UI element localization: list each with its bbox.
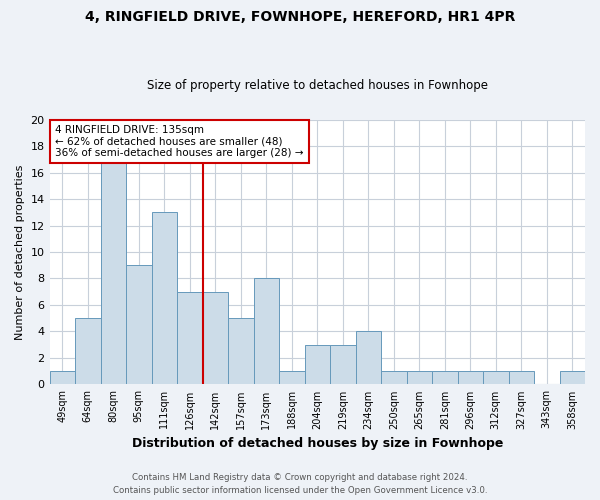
Bar: [432, 371, 458, 384]
Bar: [50, 371, 75, 384]
Bar: [152, 212, 177, 384]
Bar: [101, 160, 126, 384]
Bar: [509, 371, 534, 384]
Bar: [305, 344, 330, 385]
Bar: [203, 292, 228, 384]
Bar: [560, 371, 585, 384]
Bar: [254, 278, 279, 384]
Bar: [228, 318, 254, 384]
Bar: [483, 371, 509, 384]
Text: Contains HM Land Registry data © Crown copyright and database right 2024.
Contai: Contains HM Land Registry data © Crown c…: [113, 474, 487, 495]
Text: 4, RINGFIELD DRIVE, FOWNHOPE, HEREFORD, HR1 4PR: 4, RINGFIELD DRIVE, FOWNHOPE, HEREFORD, …: [85, 10, 515, 24]
Bar: [407, 371, 432, 384]
Bar: [126, 265, 152, 384]
Bar: [279, 371, 305, 384]
Text: 4 RINGFIELD DRIVE: 135sqm
← 62% of detached houses are smaller (48)
36% of semi-: 4 RINGFIELD DRIVE: 135sqm ← 62% of detac…: [55, 125, 304, 158]
Bar: [381, 371, 407, 384]
Title: Size of property relative to detached houses in Fownhope: Size of property relative to detached ho…: [147, 79, 488, 92]
Bar: [330, 344, 356, 385]
X-axis label: Distribution of detached houses by size in Fownhope: Distribution of detached houses by size …: [131, 437, 503, 450]
Bar: [356, 332, 381, 384]
Bar: [177, 292, 203, 384]
Bar: [458, 371, 483, 384]
Y-axis label: Number of detached properties: Number of detached properties: [15, 164, 25, 340]
Bar: [75, 318, 101, 384]
